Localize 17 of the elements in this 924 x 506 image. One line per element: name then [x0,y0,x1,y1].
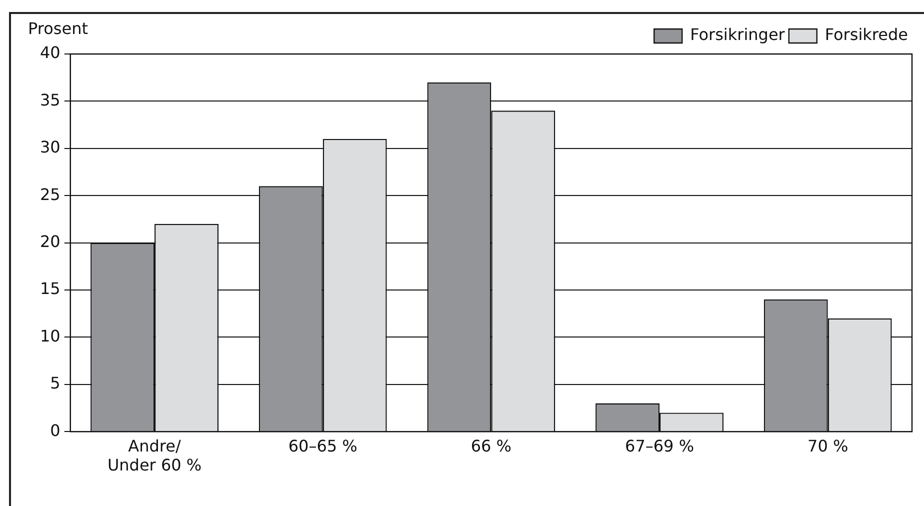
y-tick-label: 25 [40,184,60,204]
x-tick-label: Andre/ Under 60 % [107,436,202,475]
y-tick-label: 20 [40,232,60,251]
y-tick-label: 40 [40,43,60,62]
x-tick-label: 60–65 % [288,436,358,456]
x-tick-label: 70 % [808,436,848,456]
x-tick-label: 66 % [470,436,512,456]
legend-label: Forsikringer [690,25,786,44]
y-tick-label: 0 [50,420,60,440]
y-tick-label: 15 [40,279,60,298]
y-tick-label: 35 [40,90,60,110]
y-tick-label: 30 [40,138,60,157]
y-axis-title: Prosent [28,19,88,38]
legend-label: Forsikrede [824,25,908,44]
y-tick-label: 5 [50,374,60,393]
y-tick-label: 10 [40,326,60,346]
x-tick-label: 67–69 % [625,436,694,456]
